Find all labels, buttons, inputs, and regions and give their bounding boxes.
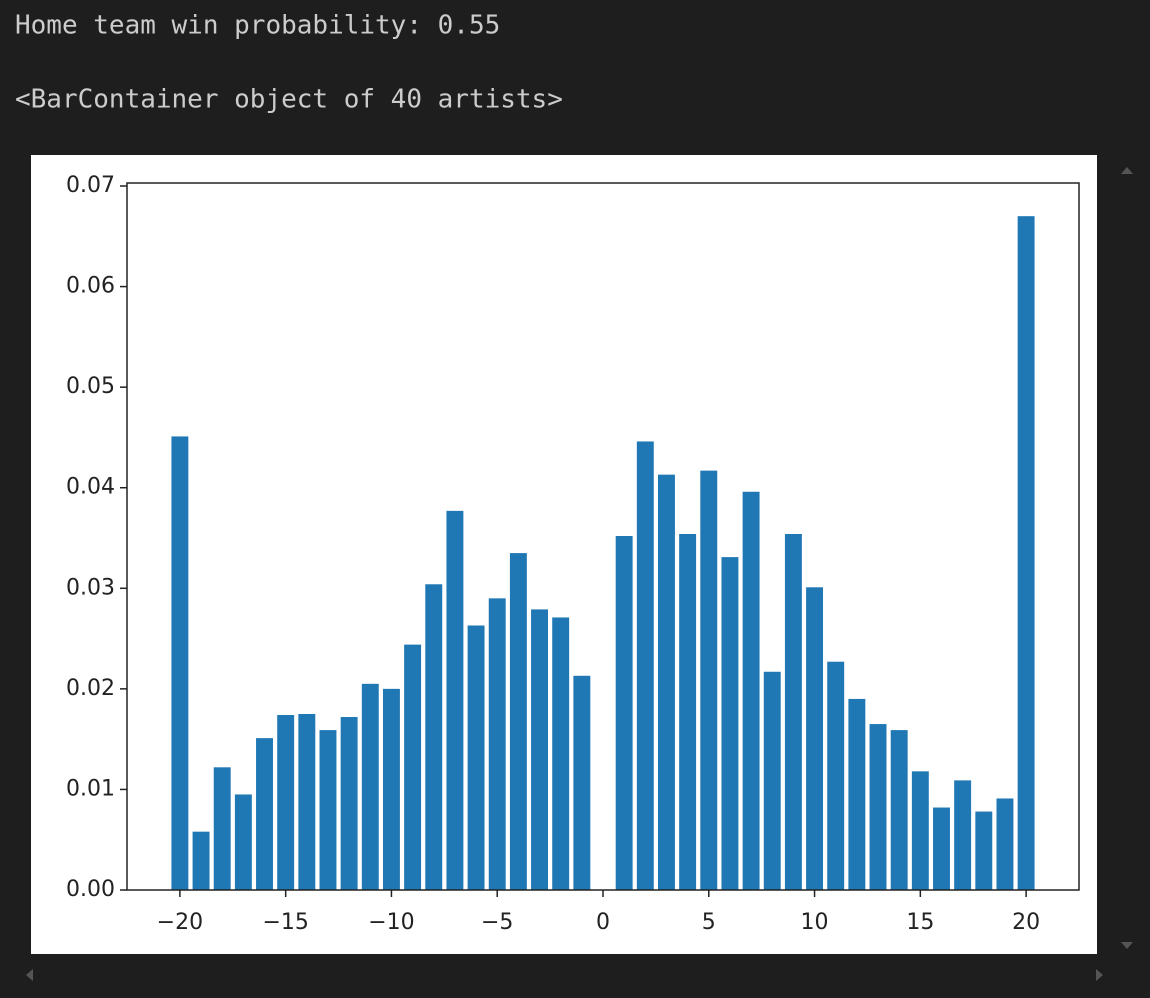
bar [848, 698, 866, 890]
y-tick-label: 0.04 [66, 475, 115, 500]
bar [658, 474, 675, 890]
bar [256, 738, 273, 890]
bar [700, 470, 718, 890]
bar [721, 557, 739, 890]
bar [784, 533, 802, 890]
bar [869, 724, 887, 890]
bar [213, 767, 231, 890]
bar [890, 730, 908, 890]
x-tick-label: 5 [702, 910, 716, 935]
bar [425, 584, 443, 890]
x-tick-label: −10 [368, 910, 414, 935]
bar [615, 535, 633, 890]
bar [340, 717, 358, 890]
scroll-left[interactable] [26, 969, 33, 981]
bar [171, 436, 189, 890]
y-tick-label: 0.07 [66, 173, 115, 198]
bar [509, 553, 527, 890]
bar [467, 625, 485, 890]
bar [234, 794, 252, 890]
bar [679, 533, 697, 890]
bar [361, 683, 379, 890]
bar [277, 715, 295, 890]
bar [319, 730, 337, 890]
bar [446, 510, 464, 890]
bar [933, 807, 950, 890]
scroll-up[interactable] [1121, 167, 1133, 174]
bar [1017, 216, 1035, 891]
bar [911, 771, 929, 890]
bar [192, 831, 210, 890]
axes-frame [126, 182, 1080, 891]
bar [552, 617, 570, 890]
y-tick-label: 0.02 [66, 676, 115, 701]
x-tick-label: 15 [906, 910, 934, 935]
bar [382, 688, 400, 890]
y-tick-label: 0.01 [66, 776, 115, 801]
bar [742, 491, 760, 890]
stdout-text: Home team win probability: 0.55 [15, 11, 500, 41]
y-tick-label: 0.03 [66, 575, 115, 600]
x-tick-label: −5 [481, 910, 513, 935]
bar [996, 798, 1014, 890]
scroll-right[interactable] [1096, 969, 1103, 981]
bar [763, 671, 781, 890]
bar [827, 661, 845, 890]
x-tick-label: 0 [596, 910, 610, 935]
x-tick-label: 10 [801, 910, 829, 935]
y-tick-label: 0.06 [66, 274, 115, 299]
x-tick-label: −15 [262, 910, 308, 935]
bar [531, 609, 548, 890]
x-tick-label: −20 [157, 910, 203, 935]
plot-area: 0.00 0.01 0.02 0.03 0.04 0.05 0.06 0.07 −20 −15 −1… [66, 173, 1080, 935]
bar [298, 714, 316, 890]
repr-text: <BarContainer object of 40 artists> [15, 85, 563, 115]
bar [404, 644, 422, 890]
x-tick-label: 20 [1012, 910, 1040, 935]
bar [975, 811, 993, 890]
bar [954, 780, 972, 890]
y-tick-label: 0.05 [66, 374, 115, 399]
scroll-down[interactable] [1121, 942, 1133, 949]
bar [806, 587, 824, 890]
bar [636, 441, 654, 890]
y-tick-label: 0.00 [66, 877, 115, 902]
bar [573, 675, 591, 890]
bar [488, 598, 506, 890]
